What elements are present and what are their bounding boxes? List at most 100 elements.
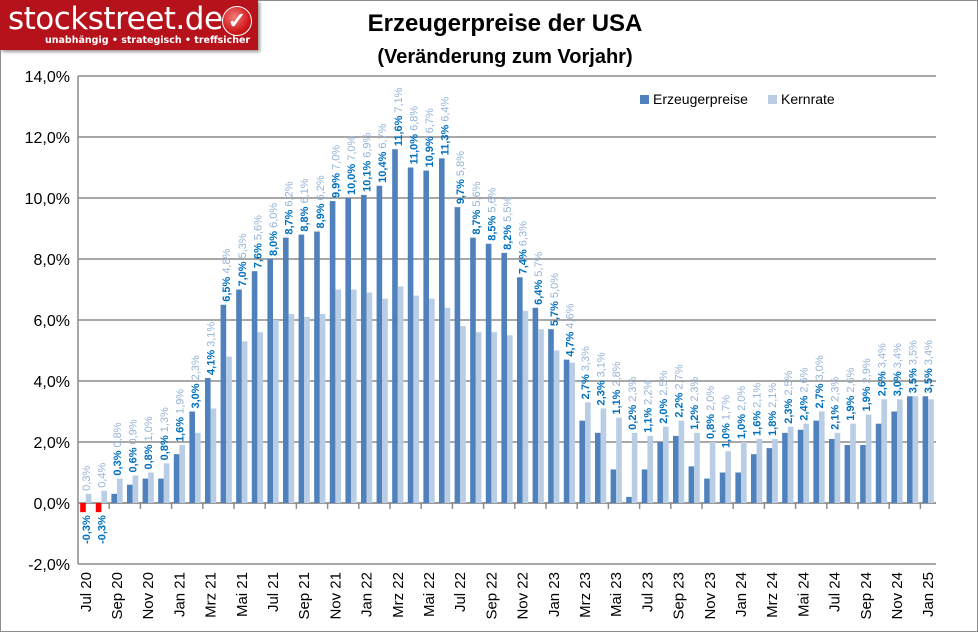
data-label-erzeugerpreise: 2,7% xyxy=(580,374,592,399)
bar-kernrate xyxy=(319,313,326,503)
legend-swatch-kernrate xyxy=(768,95,777,104)
bar-erzeugerpreise xyxy=(657,442,663,503)
bar-erzeugerpreise xyxy=(579,420,585,503)
logo-text: stockstreet.de xyxy=(8,1,223,37)
data-label-erzeugerpreise: 4,1% xyxy=(206,350,218,375)
y-tick-label: 2,0% xyxy=(34,435,70,452)
data-label-kernrate: 3,4% xyxy=(892,343,904,368)
x-tick-label: Nov 24 xyxy=(889,572,906,620)
data-label-erzeugerpreise: 2,3% xyxy=(596,380,608,405)
legend-swatch-erzeugerpreise xyxy=(640,95,649,104)
bar-erzeugerpreise xyxy=(95,503,102,513)
x-tick-label: Jan 21 xyxy=(171,572,188,617)
data-label-kernrate: 2,3% xyxy=(689,376,701,401)
bar-erzeugerpreise xyxy=(485,243,492,503)
bar-erzeugerpreise xyxy=(220,304,227,503)
x-tick-label: Jan 23 xyxy=(546,572,563,617)
bar-erzeugerpreise xyxy=(891,411,897,503)
check-icon: ✓ xyxy=(222,6,252,36)
data-label-kernrate: 3,0% xyxy=(814,355,826,380)
data-label-erzeugerpreise: 1,1% xyxy=(611,389,623,414)
bar-erzeugerpreise xyxy=(407,167,414,503)
bar-kernrate xyxy=(865,414,872,503)
bar-kernrate xyxy=(288,313,295,503)
x-tick-label: Jul 21 xyxy=(265,572,282,612)
data-label-erzeugerpreise: 3,5% xyxy=(908,368,920,393)
bar-kernrate xyxy=(897,399,903,503)
bar-erzeugerpreise xyxy=(797,429,804,503)
data-label-erzeugerpreise: -0,3% xyxy=(81,515,93,544)
bar-erzeugerpreise xyxy=(750,454,757,503)
data-label-kernrate: 0,3% xyxy=(81,466,93,491)
y-tick-label: 10,0% xyxy=(25,191,70,208)
bar-kernrate xyxy=(663,426,669,503)
bar-kernrate xyxy=(725,451,732,503)
data-label-erzeugerpreise: 1,9% xyxy=(845,395,857,420)
x-tick-label: Jul 24 xyxy=(827,572,844,612)
x-tick-label: Mrz 24 xyxy=(764,572,781,618)
data-label-kernrate: 6,1% xyxy=(299,178,311,203)
bar-kernrate xyxy=(881,399,888,503)
chart-title: Erzeugerpreise der USA xyxy=(367,10,643,37)
data-label-kernrate: 5,8% xyxy=(455,151,467,176)
data-label-kernrate: 2,3% xyxy=(190,355,202,380)
x-tick-label: Nov 21 xyxy=(327,572,344,620)
data-label-kernrate: 3,1% xyxy=(206,322,218,347)
data-label-kernrate: 1,0% xyxy=(143,416,155,441)
data-label-kernrate: 0,4% xyxy=(96,463,108,488)
data-label-kernrate: 2,1% xyxy=(767,383,779,408)
data-label-erzeugerpreise: 1,0% xyxy=(720,423,732,448)
bar-erzeugerpreise xyxy=(766,448,773,503)
data-label-kernrate: 3,3% xyxy=(580,346,592,371)
bar-kernrate xyxy=(647,435,654,503)
x-tick-label: Sep 20 xyxy=(109,572,126,620)
bar-kernrate xyxy=(803,423,810,503)
bar-erzeugerpreise xyxy=(251,271,258,503)
data-label-kernrate: 3,1% xyxy=(596,352,608,377)
bar-kernrate xyxy=(163,463,170,503)
data-label-kernrate: 0,9% xyxy=(128,419,140,444)
bar-erzeugerpreise xyxy=(875,423,882,503)
data-label-erzeugerpreise: 11,6% xyxy=(393,115,405,146)
bar-kernrate xyxy=(413,295,420,503)
data-label-kernrate: 5,6% xyxy=(471,181,483,206)
x-tick-label: Jan 24 xyxy=(733,572,750,617)
data-label-erzeugerpreise: 3,0% xyxy=(892,371,904,396)
bar-kernrate xyxy=(148,472,154,503)
bar-kernrate xyxy=(709,442,716,503)
data-label-erzeugerpreise: 0,3% xyxy=(112,450,124,475)
data-label-erzeugerpreise: 0,8% xyxy=(159,435,171,460)
bar-kernrate xyxy=(569,362,576,503)
data-label-kernrate: 5,5% xyxy=(502,197,514,222)
y-tick-label: 14,0% xyxy=(25,69,70,86)
x-tick-label: Nov 20 xyxy=(140,572,157,620)
data-label-erzeugerpreise: 6,5% xyxy=(221,276,233,301)
data-label-erzeugerpreise: 2,4% xyxy=(798,395,810,420)
y-tick-label: 0,0% xyxy=(34,496,70,513)
bar-kernrate xyxy=(351,289,357,503)
y-tick-label: 4,0% xyxy=(34,374,70,391)
bar-kernrate xyxy=(756,438,763,503)
data-label-erzeugerpreise: 8,7% xyxy=(471,209,483,234)
bar-erzeugerpreise xyxy=(173,454,180,503)
data-label-kernrate: 5,7% xyxy=(533,251,545,276)
bar-erzeugerpreise xyxy=(142,478,149,503)
data-label-kernrate: 6,8% xyxy=(408,106,420,131)
data-label-erzeugerpreise: 8,7% xyxy=(284,209,296,234)
data-label-erzeugerpreise: 10,0% xyxy=(346,164,358,195)
bar-erzeugerpreise xyxy=(345,198,351,503)
bar-kernrate xyxy=(132,475,139,503)
data-label-erzeugerpreise: 0,6% xyxy=(128,447,140,472)
bar-erzeugerpreise xyxy=(267,259,273,503)
data-label-erzeugerpreise: 8,5% xyxy=(486,215,498,240)
bar-erzeugerpreise xyxy=(828,438,835,503)
data-label-erzeugerpreise: 5,7% xyxy=(549,301,561,326)
data-label-erzeugerpreise: 9,9% xyxy=(330,173,342,198)
data-label-kernrate: 1,7% xyxy=(720,395,732,420)
bar-erzeugerpreise xyxy=(298,234,305,503)
data-label-kernrate: 2,8% xyxy=(611,361,623,386)
data-label-kernrate: 2,6% xyxy=(798,367,810,392)
logo-tagline: unabhängig • strategisch • treffsicher xyxy=(45,35,251,46)
data-label-erzeugerpreise: 8,8% xyxy=(299,206,311,231)
